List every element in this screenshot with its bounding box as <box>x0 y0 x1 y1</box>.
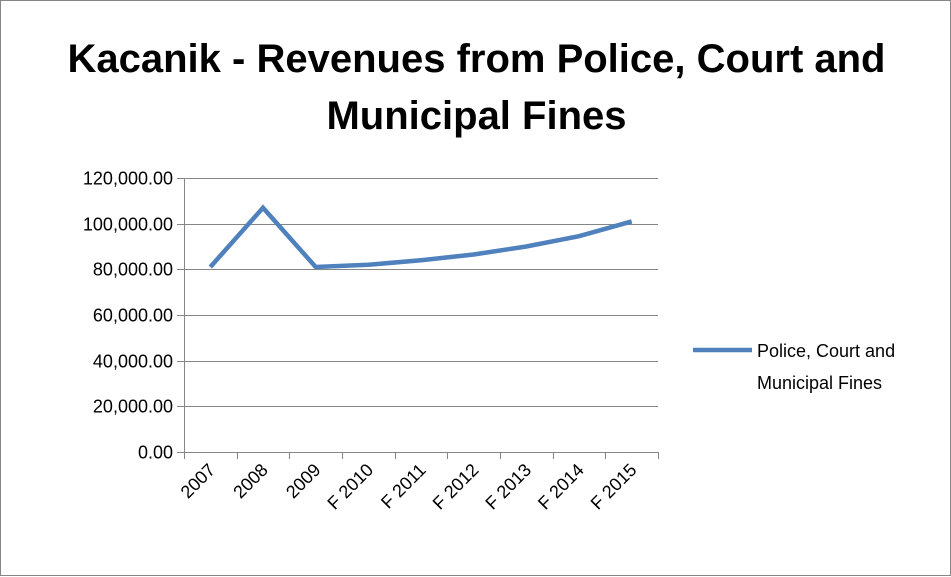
y-tick-label: 100,000.00 <box>83 215 173 235</box>
x-tick-label: 2008 <box>229 460 271 502</box>
y-tick-label: 60,000.00 <box>93 306 173 326</box>
y-tick-label: 0.00 <box>138 443 173 463</box>
x-tick-label: F 2010 <box>323 460 377 514</box>
x-tick-label: F 2011 <box>377 460 430 513</box>
x-tick-label: F 2015 <box>587 460 641 514</box>
gridlines <box>184 179 658 407</box>
x-tick-label: F 2014 <box>534 460 588 514</box>
x-tick-label: 2009 <box>282 460 324 502</box>
series-lines <box>210 208 632 268</box>
y-tick-label: 40,000.00 <box>93 352 173 372</box>
y-tick-label: 20,000.00 <box>93 397 173 417</box>
x-tick-label: F 2012 <box>429 460 483 514</box>
series-line <box>210 208 631 267</box>
y-tick-label: 120,000.00 <box>83 169 173 189</box>
y-tick-labels: 0.00 20,000.00 40,000.00 60,000.00 80,000.00… <box>83 169 173 463</box>
x-tick-label: F 2013 <box>481 460 535 514</box>
x-tick-label: 2007 <box>177 460 219 502</box>
y-tick-label: 80,000.00 <box>93 260 173 280</box>
